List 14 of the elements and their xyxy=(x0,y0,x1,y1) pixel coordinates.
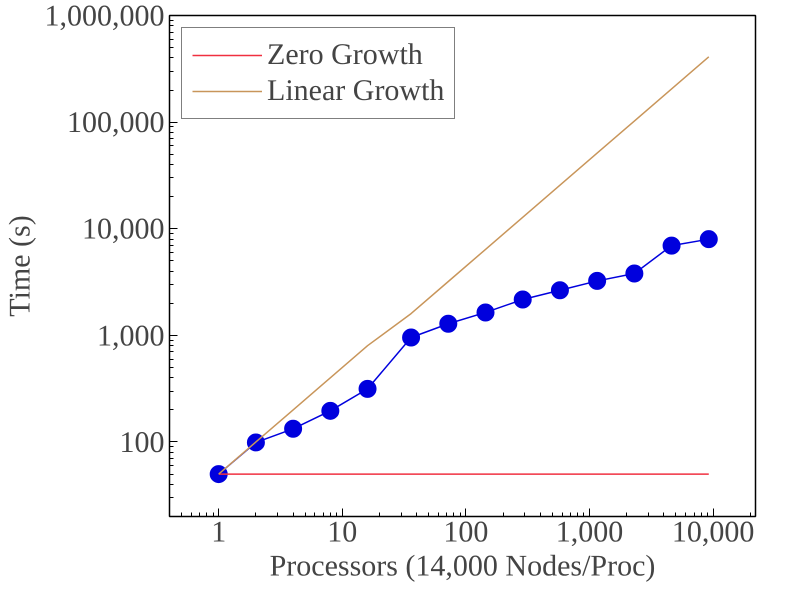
y-tick-label: 1,000 xyxy=(97,319,164,352)
x-tick-label: 10 xyxy=(327,516,358,548)
x-tick-label: 1 xyxy=(211,516,226,548)
x-tick-label: 100 xyxy=(443,516,488,548)
legend-label: Linear Growth xyxy=(267,74,444,108)
x-tick-label: 10,000 xyxy=(672,516,754,548)
x-axis-title: Processors (14,000 Nodes/Proc) xyxy=(270,550,656,582)
y-axis-title: Time (s) xyxy=(4,215,36,317)
y-tick-label: 100 xyxy=(120,426,164,459)
x-tick-label: 1,000 xyxy=(556,516,624,548)
y-tick-label: 100,000 xyxy=(67,106,164,140)
y-tick-label: 1,000,000 xyxy=(44,0,164,32)
legend-label: Zero Growth xyxy=(267,38,423,72)
y-tick-label: 10,000 xyxy=(82,212,164,246)
